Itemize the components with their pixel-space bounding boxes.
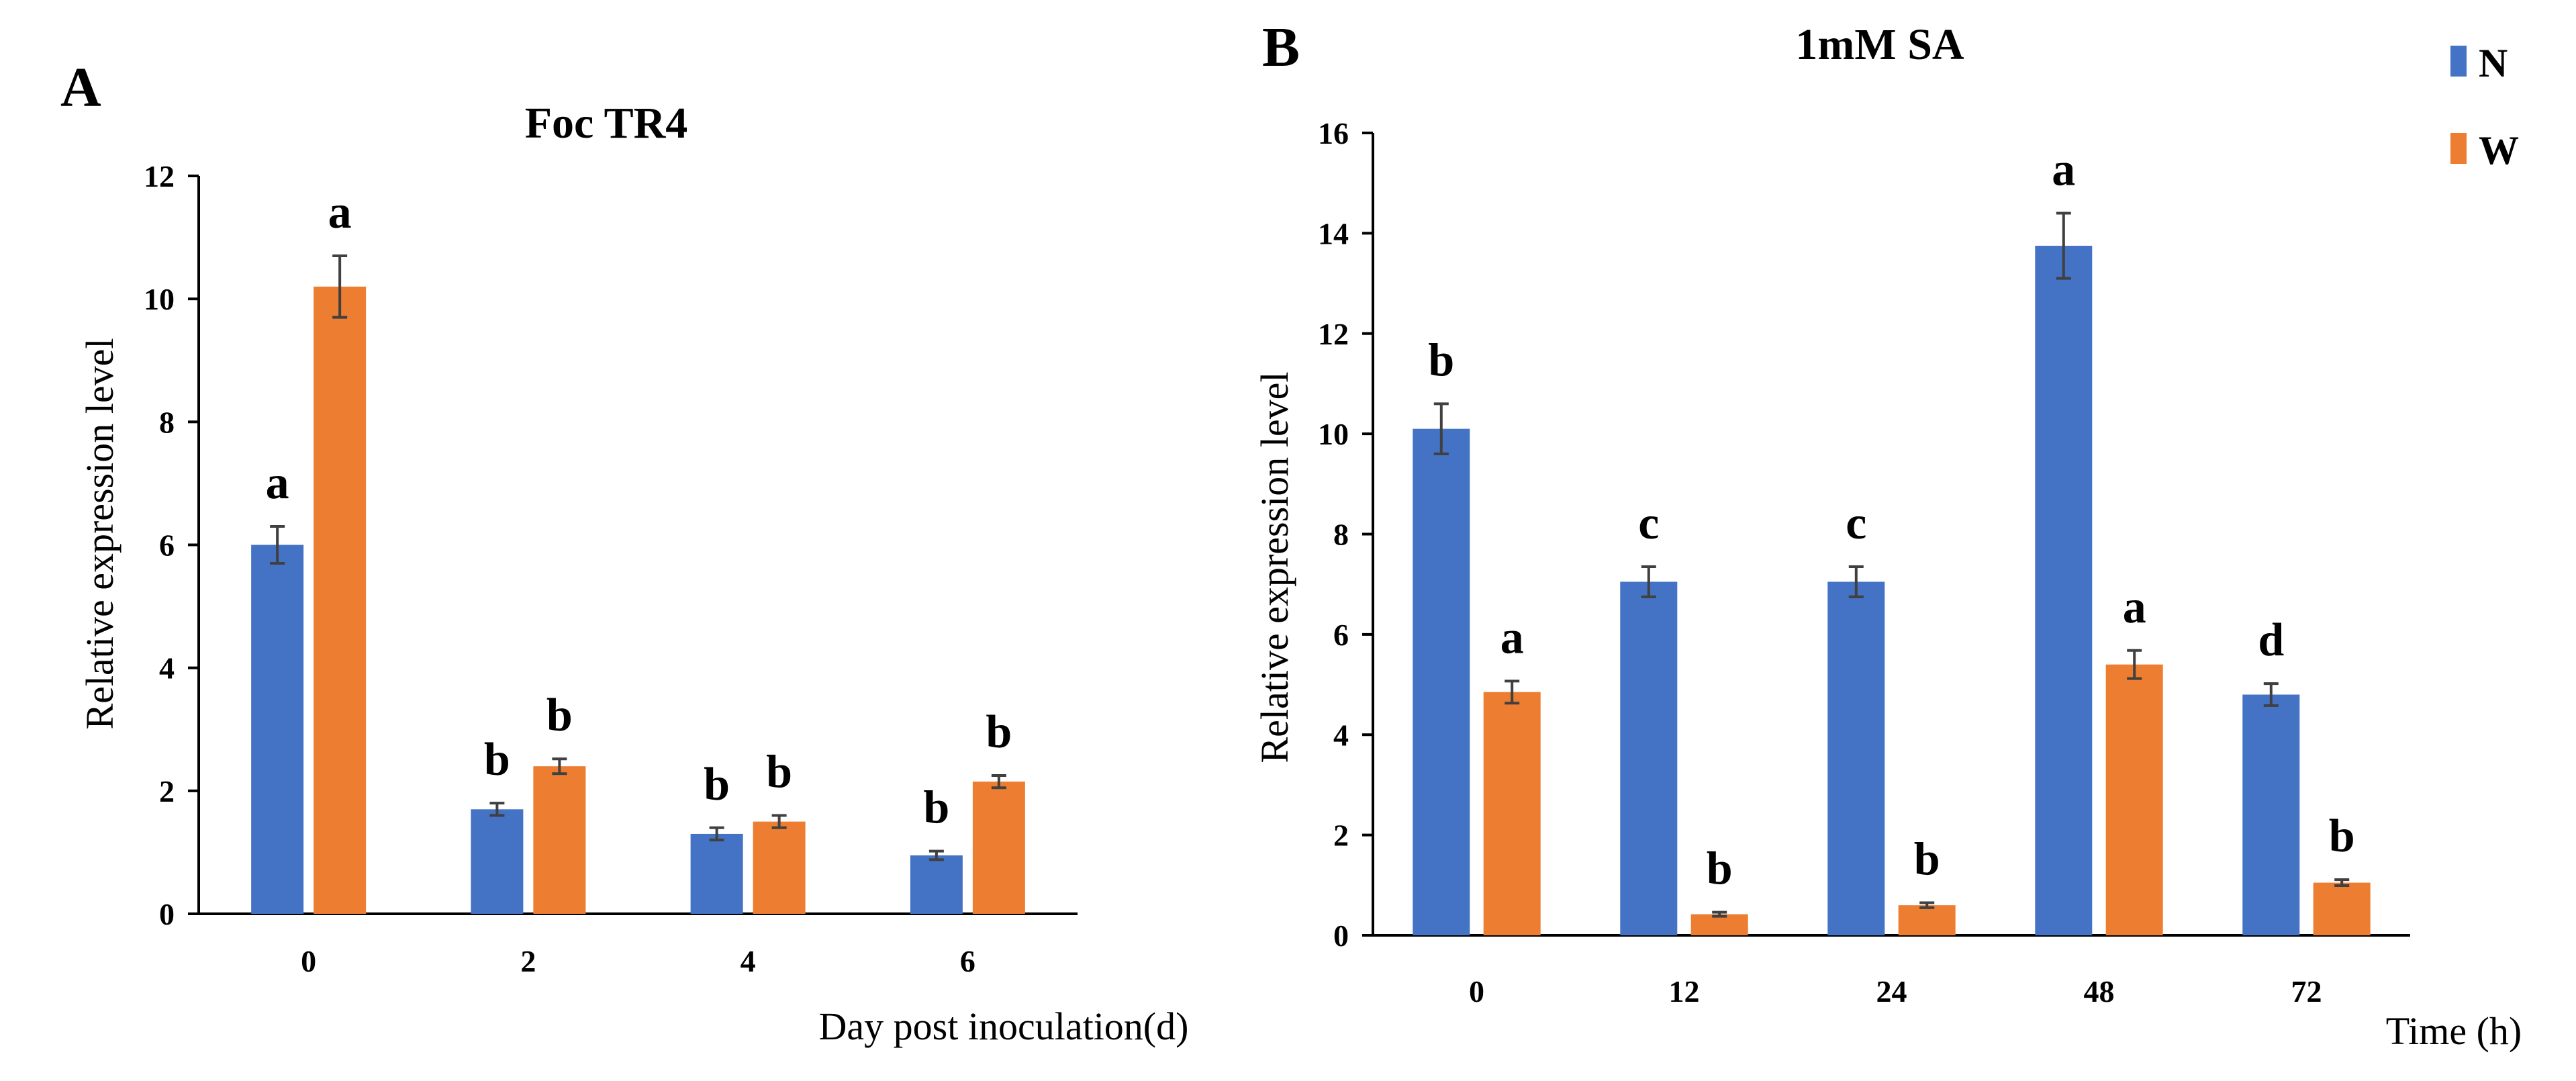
- panel-b-bar-w: [2106, 665, 2163, 935]
- panel-a-y-tick-label: 8: [159, 405, 175, 439]
- panel-a-significance-label: b: [923, 782, 949, 834]
- panel-b-significance-label: a: [1500, 612, 1524, 663]
- panel-a-y-tick-label: 12: [144, 159, 175, 193]
- panel-b-bar-n: [1620, 581, 1677, 935]
- legend: N W: [2450, 41, 2519, 173]
- legend-label-w: W: [2479, 128, 2519, 173]
- panel-a-significance-label: a: [328, 187, 352, 238]
- panel-b-bar-w: [1484, 692, 1541, 935]
- panel-a-bar-w: [314, 287, 366, 914]
- panel-a-x-tick-label: 6: [960, 944, 975, 978]
- panel-a-y-tick-label: 6: [159, 528, 175, 563]
- panel-b-y-tick-label: 6: [1333, 618, 1349, 652]
- panel-b-significance-label: b: [1914, 833, 1940, 885]
- panel-b-x-tick-label: 0: [1469, 974, 1484, 1008]
- panel-b-bar-n: [1827, 581, 1885, 935]
- panel-b-significance-label: b: [1428, 334, 1454, 386]
- panel-b-y-tick-label: 10: [1318, 417, 1349, 451]
- panel-b-x-tick-label: 24: [1876, 974, 1907, 1008]
- panel-a-bar-w: [533, 766, 585, 914]
- panel-a-bar-w: [973, 782, 1025, 914]
- panel-a-significance-label: b: [484, 734, 510, 786]
- panel-a-significance-label: b: [704, 759, 730, 810]
- panel-a-y-tick-label: 4: [159, 651, 175, 686]
- panel-a-bar-n: [471, 809, 523, 914]
- panel-b-y-tick-label: 8: [1333, 518, 1349, 552]
- panel-a-significance-label: a: [266, 457, 289, 509]
- panel-a-x-axis-label: Day post inoculation(d): [819, 1004, 1189, 1048]
- panel-b-x-tick-label: 72: [2291, 974, 2322, 1008]
- panel-b-y-tick-label: 14: [1318, 216, 1349, 250]
- panel-b-x-tick-label: 12: [1669, 974, 1700, 1008]
- panel-a-letter: A: [60, 56, 101, 119]
- panel-a-bar-n: [251, 545, 303, 914]
- panel-a-significance-label: b: [546, 690, 573, 741]
- panel-b-bar-w: [2313, 883, 2371, 935]
- legend-swatch-n: [2450, 46, 2467, 77]
- panel-b-significance-label: a: [2052, 144, 2075, 196]
- panel-a-y-tick-label: 2: [159, 774, 175, 808]
- panel-b-bar-n: [1413, 429, 1470, 935]
- panel-a-significance-label: b: [986, 706, 1012, 758]
- panel-b-bar-n: [2242, 695, 2299, 936]
- panel-a-y-tick-label: 10: [144, 282, 175, 316]
- panel-a-bar-n: [910, 855, 963, 914]
- panel-a-bar-n: [691, 834, 743, 914]
- panel-b-bar-w: [1899, 905, 1956, 935]
- legend-label-n: N: [2479, 41, 2508, 85]
- panel-a-bar-w: [753, 822, 806, 914]
- panel-b-x-axis-label: Time (h): [2386, 1009, 2522, 1053]
- panel-a-x-tick-label: 2: [520, 944, 536, 978]
- panel-b-significance-label: d: [2258, 614, 2284, 666]
- panel-b-bar-n: [2035, 246, 2092, 935]
- panel-a-significance-label: b: [766, 746, 792, 798]
- panel-a-x-tick-label: 0: [301, 944, 316, 978]
- panel-a-y-axis-label: Relative expression level: [78, 338, 122, 729]
- panel-b-y-tick-label: 12: [1318, 317, 1349, 351]
- panel-b-x-tick-label: 48: [2084, 974, 2115, 1008]
- panel-b-title: 1mM SA: [1795, 20, 1964, 69]
- panel-b-significance-label: a: [2123, 581, 2146, 633]
- panel-b-y-axis-label: Relative expression level: [1253, 371, 1296, 763]
- panel-b-y-tick-label: 16: [1318, 116, 1349, 150]
- panel-a-x-tick-label: 4: [741, 944, 756, 978]
- legend-swatch-w: [2450, 133, 2467, 164]
- panel-b-y-tick-label: 0: [1333, 919, 1349, 953]
- panel-b-significance-label: c: [1638, 498, 1659, 549]
- panel-a-title: Foc TR4: [525, 99, 688, 148]
- panel-b-significance-label: c: [1846, 498, 1866, 549]
- panel-b-significance-label: b: [2329, 810, 2355, 862]
- panel-b-letter: B: [1262, 16, 1300, 79]
- panel-b-y-tick-label: 4: [1333, 718, 1349, 752]
- panel-b-y-tick-label: 2: [1333, 818, 1349, 853]
- panel-a-y-tick-label: 0: [159, 897, 175, 931]
- panel-b-significance-label: b: [1707, 843, 1733, 895]
